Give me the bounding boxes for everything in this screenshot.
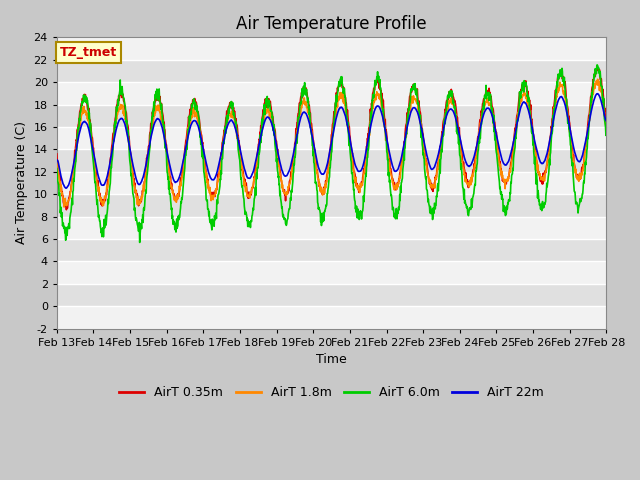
Bar [57,37,606,60]
Bar [57,172,606,194]
Bar [57,82,606,105]
Bar [57,262,606,284]
X-axis label: Time: Time [316,353,347,366]
Bar [57,306,606,329]
Legend: AirT 0.35m, AirT 1.8m, AirT 6.0m, AirT 22m: AirT 0.35m, AirT 1.8m, AirT 6.0m, AirT 2… [114,382,549,405]
Bar [57,216,606,239]
Y-axis label: Air Temperature (C): Air Temperature (C) [15,121,28,244]
Bar [57,127,606,149]
Title: Air Temperature Profile: Air Temperature Profile [236,15,427,33]
Text: TZ_tmet: TZ_tmet [60,46,117,59]
